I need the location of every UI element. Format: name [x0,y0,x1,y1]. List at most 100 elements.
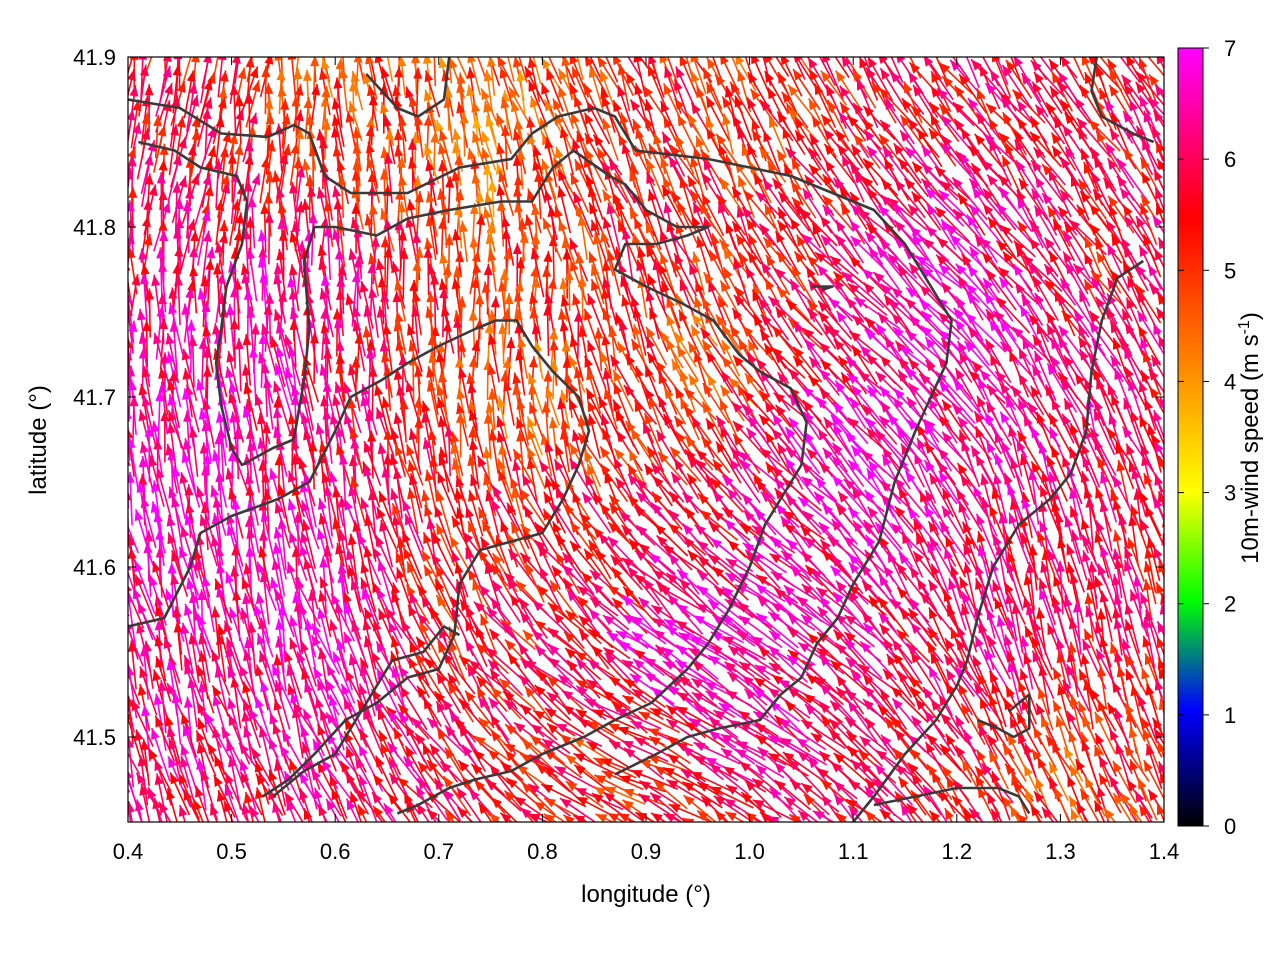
wind-arrow-head [318,258,328,270]
wind-arrow-shaft [433,57,437,87]
wind-arrow-head [309,36,318,47]
wind-arrow-head [315,423,325,435]
wind-arrow-head [896,57,906,64]
wind-arrow-head [353,57,363,63]
wind-arrow-head [905,287,918,298]
wind-arrow-head [118,516,127,528]
wind-arrow-head [1033,147,1045,159]
wind-arrow-head [721,370,731,383]
wind-arrow-head [354,332,364,344]
wind-arrow-head [352,158,362,170]
wind-arrow-head [961,128,971,140]
wind-arrow-head [191,115,201,128]
wind-arrow-head [1141,172,1151,184]
wind-arrow-head [892,326,904,338]
wind-arrow-head [542,265,552,277]
wind-arrow-head [368,253,377,265]
wind-arrow-head [1123,148,1134,161]
wind-arrow-head [882,35,891,47]
wind-arrow-head [582,39,591,51]
wind-arrow-head [662,131,672,144]
wind-arrow-head [649,307,658,320]
wind-arrow-head [938,264,950,275]
wind-arrow-head [1149,74,1159,86]
wind-arrow-head [531,233,541,245]
wind-arrow-head [688,374,699,386]
wind-arrow-head [925,337,936,349]
wind-arrow-head [453,266,463,278]
wind-arrow-head [967,214,977,227]
wind-arrow-head [235,212,245,224]
wind-arrow-head [1001,441,1011,453]
wind-arrow-head [1022,337,1032,350]
wind-arrow-head [380,101,389,114]
wind-arrow-head [983,278,994,290]
wind-arrow-head [426,291,436,303]
wind-arrow-head [531,276,541,288]
wind-arrow-head [159,318,168,330]
wind-arrow-head [700,327,711,340]
wind-arrow-head [397,114,407,127]
wind-arrow-head [602,189,612,202]
wind-arrow-head [572,293,581,306]
wind-arrow-head [196,379,205,391]
wind-arrow-head [164,83,173,95]
wind-arrow-head [1139,491,1149,504]
wind-arrow-head [156,247,166,259]
wind-arrow-head [242,334,252,346]
wind-arrow-head [258,333,268,345]
wind-arrow-head [481,131,491,143]
wind-arrow-head [836,310,847,323]
wind-arrow-head [430,273,440,285]
wind-arrow-head [198,337,208,349]
wind-arrow-head [746,218,756,231]
wind-arrow-head [157,125,167,137]
wind-arrow-head [1157,158,1164,171]
wind-arrow-head [500,520,509,533]
wind-arrow-head [291,220,301,233]
wind-arrow-head [759,223,770,236]
wind-arrow-head [728,377,740,389]
wind-arrow-head [394,66,404,78]
wind-arrow-head [503,248,513,260]
wind-arrow-head [615,198,625,211]
wind-arrow-head [811,41,820,53]
wind-arrow-head [959,152,970,165]
wind-arrow-head [158,189,168,201]
wind-arrow-head [251,80,261,93]
wind-arrow-head [687,113,697,126]
wind-arrow-head [800,208,812,220]
wind-arrow-head [883,98,894,111]
wind-arrow-head [908,204,919,216]
wind-arrow-head [983,188,994,200]
wind-arrow-head [207,72,216,85]
wind-arrow-head [364,35,373,47]
wind-arrow-head [215,38,224,50]
wind-arrow-head [558,85,567,98]
wind-arrow-head [1078,179,1089,191]
wind-arrow-head [172,64,182,76]
wind-arrow-head [767,161,777,173]
wind-arrow-head [501,227,511,239]
wind-arrow-head [942,76,954,88]
wind-arrow-head [456,72,466,84]
wind-arrow-head [185,156,195,168]
wind-arrow-head [337,174,347,186]
wind-arrow-head [484,192,494,205]
wind-arrow-head [187,144,197,156]
wind-arrow-head [691,71,700,83]
wind-arrow-shaft [1119,57,1141,84]
wind-arrow-head [592,492,603,505]
wind-arrow-head [1099,88,1108,100]
wind-arrow-head [621,228,631,240]
wind-arrow-head [410,132,420,143]
wind-arrow-head [204,158,214,170]
wind-arrow-head [780,57,790,66]
wind-arrow-head [245,57,255,68]
wind-arrow-head [282,144,292,156]
wind-arrow-head [498,322,508,335]
wind-arrow-head [412,231,422,244]
wind-arrow-head [606,249,616,262]
wind-arrow-head [1035,176,1045,189]
wind-arrow-head [261,323,270,336]
